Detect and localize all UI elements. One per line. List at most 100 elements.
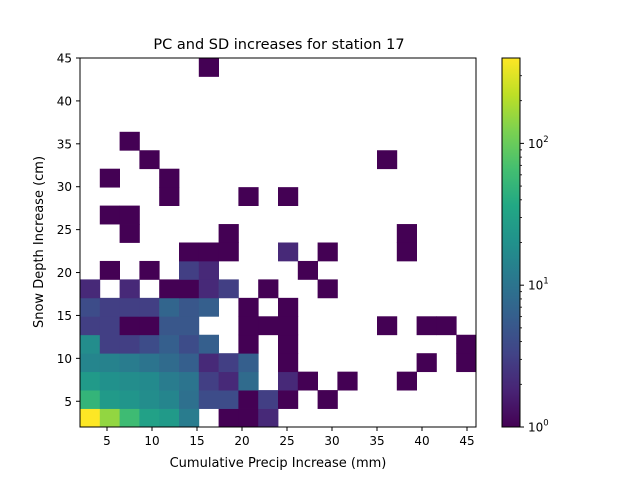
heatmap-cell <box>80 298 100 317</box>
heatmap-cell <box>120 298 140 317</box>
heatmap-cell <box>139 409 159 428</box>
heatmap-cell <box>238 316 258 335</box>
x-tick-label: 5 <box>103 434 111 448</box>
heatmap-cell <box>120 390 140 409</box>
heatmap-cell <box>100 409 120 428</box>
heatmap-cell <box>100 316 120 335</box>
x-axis-label: Cumulative Precip Increase (mm) <box>170 456 387 471</box>
heatmap-cell <box>120 353 140 372</box>
heatmap-cell <box>179 243 199 262</box>
heatmap-cell <box>238 335 258 354</box>
heatmap-cell <box>139 150 159 169</box>
heatmap-cell <box>120 224 140 243</box>
heatmap-cell <box>139 353 159 372</box>
x-tick-label: 10 <box>144 434 159 448</box>
heatmap-cell <box>377 316 397 335</box>
y-tick-label: 15 <box>57 309 72 323</box>
heatmap-cell <box>199 372 219 391</box>
heatmap-cell <box>199 279 219 298</box>
heatmap-cell <box>219 372 239 391</box>
heatmap-cell <box>199 243 219 262</box>
heatmap-cell <box>80 390 100 409</box>
heatmap-cell <box>120 316 140 335</box>
heatmap-cell <box>139 372 159 391</box>
heatmap-cell <box>179 298 199 317</box>
heatmap-cell <box>159 187 179 206</box>
x-tick-label: 30 <box>324 434 339 448</box>
heatmap-cell <box>278 316 298 335</box>
x-tick-label: 35 <box>369 434 384 448</box>
heatmap-cell <box>199 298 219 317</box>
heatmap-cell <box>120 409 140 428</box>
y-tick-label: 25 <box>57 223 72 237</box>
heatmap-cell <box>179 353 199 372</box>
heatmap-cell <box>337 372 357 391</box>
heatmap-cell <box>258 316 278 335</box>
heatmap-cell <box>179 335 199 354</box>
heatmap-cell <box>219 409 239 428</box>
heatmap-cell <box>179 390 199 409</box>
heatmap-cell <box>159 316 179 335</box>
heatmap-cell <box>159 353 179 372</box>
heatmap-cell <box>159 169 179 188</box>
heatmap-cell <box>219 353 239 372</box>
heatmap-cell <box>238 390 258 409</box>
heatmap-cell <box>377 150 397 169</box>
heatmap-cell <box>278 335 298 354</box>
y-tick-label: 45 <box>57 52 72 66</box>
heatmap-cell <box>159 390 179 409</box>
heatmap-cell <box>100 335 120 354</box>
heatmap-cell <box>100 372 120 391</box>
heatmap-cell <box>298 261 318 280</box>
heatmap-cell <box>159 409 179 428</box>
heatmap-cell <box>238 187 258 206</box>
heatmap-cell <box>179 409 199 428</box>
y-axis-label: Snow Depth Increase (cm) <box>32 156 47 328</box>
heatmap-cell <box>318 390 338 409</box>
heatmap-cell <box>397 224 417 243</box>
heatmap-cell <box>318 279 338 298</box>
heatmap-cell <box>179 279 199 298</box>
heatmap-cell <box>100 169 120 188</box>
heatmap-cell <box>199 58 219 77</box>
heatmap-cell <box>397 372 417 391</box>
heatmap-cell <box>238 409 258 428</box>
heatmap-cell <box>456 335 476 354</box>
heatmap-cell <box>179 372 199 391</box>
heatmap-cell <box>318 243 338 262</box>
heatmap-cell <box>199 390 219 409</box>
heatmap-cell <box>258 279 278 298</box>
heatmap-cell <box>80 335 100 354</box>
heatmap-cell <box>80 409 100 428</box>
heatmap-cell <box>278 372 298 391</box>
y-tick-label: 5 <box>64 395 72 409</box>
heatmap-cell <box>139 390 159 409</box>
heatmap-cell <box>159 279 179 298</box>
heatmap-cell <box>278 243 298 262</box>
heatmap-cell <box>100 206 120 225</box>
heatmap-cell <box>159 335 179 354</box>
heatmap-cell <box>219 279 239 298</box>
heatmap-cell <box>179 261 199 280</box>
heatmap-cell <box>278 353 298 372</box>
heatmap-cell <box>120 206 140 225</box>
heatmap-cell <box>100 390 120 409</box>
heatmap-cell <box>139 298 159 317</box>
y-tick-label: 40 <box>57 94 72 108</box>
chart-title: PC and SD increases for station 17 <box>153 37 404 53</box>
heatmap-cell <box>120 279 140 298</box>
heatmap-cell <box>100 298 120 317</box>
x-tick-label: 20 <box>234 434 249 448</box>
heatmap-cell <box>397 243 417 262</box>
heatmap-cell <box>219 224 239 243</box>
y-tick-label: 10 <box>57 352 72 366</box>
y-tick-label: 30 <box>57 180 72 194</box>
heatmap-cell <box>298 372 318 391</box>
x-tick-label: 40 <box>414 434 429 448</box>
heatmap-cell <box>417 316 437 335</box>
heatmap-cell <box>100 353 120 372</box>
y-tick-label: 20 <box>57 266 72 280</box>
heatmap-cell <box>258 409 278 428</box>
heatmap-cell <box>80 279 100 298</box>
